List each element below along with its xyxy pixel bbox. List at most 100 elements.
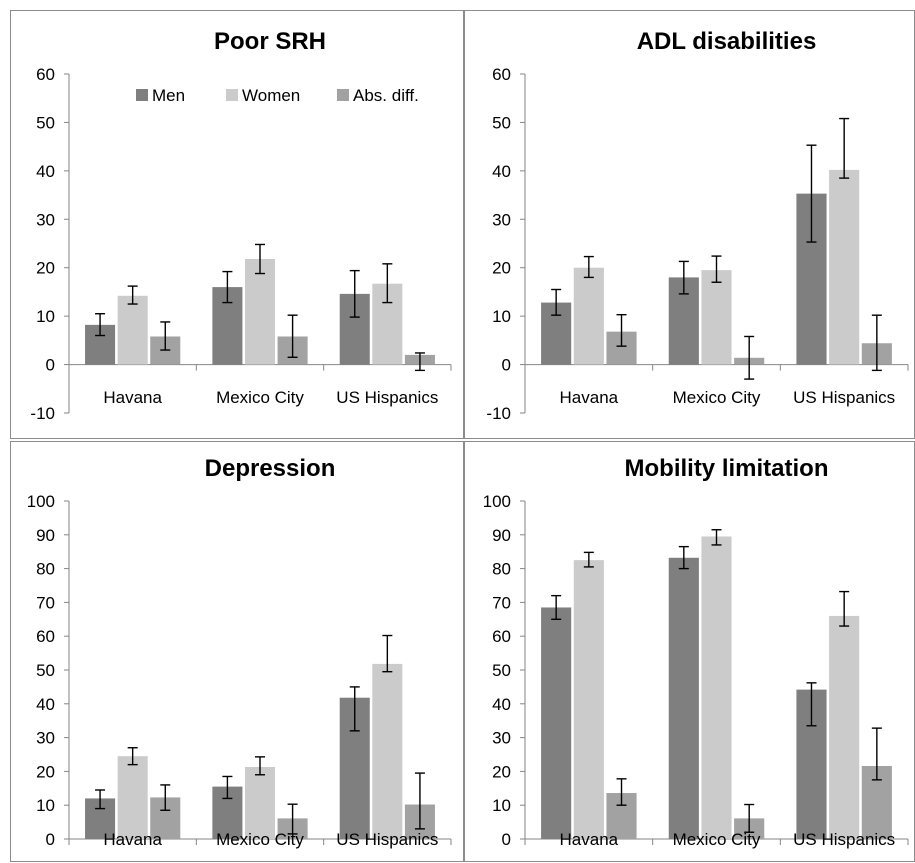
category-label-havana: Havana [560,830,619,849]
error-bar-men-mexico-city [222,270,233,304]
error-bar-abs-diff-mexico-city [287,314,298,359]
bar-men-havana [541,607,572,839]
y-tick-label: -10 [30,404,55,423]
legend-swatch-abs-diff [337,89,349,101]
y-tick-label: 60 [36,627,55,646]
y-tick-label: 50 [36,113,55,132]
error-bar-women-us-hispanics [839,117,850,179]
y-tick-label: 50 [492,113,511,132]
error-bar-abs-diff-havana [616,778,627,806]
category-label-mexico-city: Mexico City [673,830,761,849]
error-bar-men-us-hispanics [349,686,360,732]
y-tick-label: 20 [36,762,55,781]
y-tick-label: 30 [492,729,511,748]
error-bar-women-havana [127,285,138,305]
y-tick-label: 50 [36,661,55,680]
category-label-havana: Havana [103,388,162,407]
y-tick-label: 70 [36,593,55,612]
category-label-mexico-city: Mexico City [216,388,304,407]
y-tick-label: 90 [492,526,511,545]
error-bar-women-mexico-city [711,529,722,546]
bar-women-us-hispanics [829,169,860,365]
error-bar-women-us-hispanics [382,263,393,304]
y-tick-label: 40 [492,162,511,181]
error-bar-abs-diff-us-hispanics [871,727,882,781]
category-label-us-hispanics: US Hispanics [336,388,438,407]
error-bar-abs-diff-havana [160,321,171,351]
y-tick-label: 50 [492,661,511,680]
chart-title: Mobility limitation [625,455,829,482]
chart-title: ADL disabilities [637,28,817,55]
legend-swatch-men [136,89,148,101]
legend-label-women: Women [242,86,300,105]
error-bar-abs-diff-us-hispanics [871,314,882,372]
error-bar-men-us-hispanics [806,144,817,243]
error-bar-abs-diff-mexico-city [744,335,755,380]
error-bar-abs-diff-us-hispanics [414,772,425,830]
chart-svg-adl-disabilities: ADL disabilities -10 0 10 20 30 40 50 60 Havana Me… [486,28,909,423]
y-tick-label: 10 [36,307,55,326]
category-label-mexico-city: Mexico City [216,830,304,849]
chart-panel-mobility-limitation: Mobility limitation 0 10 20 30 40 50 60 70 80 90 10… [464,441,915,862]
chart-svg-mobility-limitation: Mobility limitation 0 10 20 30 40 50 60 70 80 90 10… [483,455,909,849]
error-bar-women-havana [583,551,594,568]
y-tick-label: 40 [36,695,55,714]
error-bar-women-mexico-city [255,243,265,275]
y-tick-label: 80 [492,560,511,579]
y-tick-label: 60 [36,65,55,84]
category-label-havana: Havana [560,388,619,407]
error-bar-abs-diff-mexico-city [744,803,755,833]
y-tick-label: 0 [46,830,55,849]
bar-men-mexico-city [668,557,699,839]
error-bar-men-havana [551,594,562,621]
bar-women-mexico-city [701,270,732,365]
chart-svg-poor-srh: Poor SRH -10 0 10 20 30 40 50 60 Havana Mexico Cit… [30,28,452,423]
category-label-us-hispanics: US Hispanics [793,830,895,849]
y-tick-label: 80 [36,560,55,579]
y-tick-label: 70 [492,593,511,612]
error-bar-men-havana [95,313,106,337]
category-label-havana: Havana [103,830,162,849]
chart-panel-poor-srh: Poor SRH -10 0 10 20 30 40 50 60 Havana Mexico Cit… [10,10,464,439]
error-bar-men-mexico-city [678,260,689,295]
error-bar-men-havana [551,288,562,316]
y-tick-label: 10 [36,796,55,815]
error-bar-women-havana [583,255,594,279]
error-bar-abs-diff-us-hispanics [414,352,425,372]
y-tick-label: 0 [46,356,55,375]
chart-title: Depression [205,455,336,482]
category-label-mexico-city: Mexico City [673,388,761,407]
error-bar-women-us-hispanics [382,634,393,673]
error-bar-abs-diff-mexico-city [287,803,298,835]
y-tick-label: 30 [36,210,55,229]
chart-title: Poor SRH [214,28,326,55]
y-tick-label: 0 [502,830,511,849]
y-tick-label: 100 [483,492,511,511]
chart-svg-depression: Depression 0 10 20 30 40 50 60 70 80 90 100 Havana Me… [27,455,452,849]
chart-panel-adl-disabilities: ADL disabilities -10 0 10 20 30 40 50 60 Havana Me… [464,10,915,439]
error-bar-men-us-hispanics [349,269,360,318]
category-label-us-hispanics: US Hispanics [793,388,895,407]
y-tick-label: 20 [492,259,511,278]
bar-women-us-hispanics [372,663,403,839]
error-bar-abs-diff-havana [616,313,627,347]
legend: Men Women Abs. diff. [136,86,419,105]
y-tick-label: 20 [492,762,511,781]
y-tick-label: 10 [492,796,511,815]
bar-women-havana [117,756,148,839]
y-tick-label: 60 [492,65,511,84]
y-tick-label: 30 [492,210,511,229]
y-tick-label: 90 [36,526,55,545]
error-bar-women-mexico-city [711,255,722,283]
y-tick-label: 0 [502,356,511,375]
bar-women-havana [573,267,604,365]
y-tick-label: 60 [492,627,511,646]
error-bar-men-mexico-city [678,545,689,570]
error-bar-women-mexico-city [255,756,265,776]
legend-swatch-women [226,89,238,101]
y-tick-label: 30 [36,729,55,748]
bar-women-mexico-city [244,258,276,365]
error-bar-men-mexico-city [222,775,233,800]
y-tick-label: 40 [492,695,511,714]
y-tick-label: 100 [27,492,55,511]
